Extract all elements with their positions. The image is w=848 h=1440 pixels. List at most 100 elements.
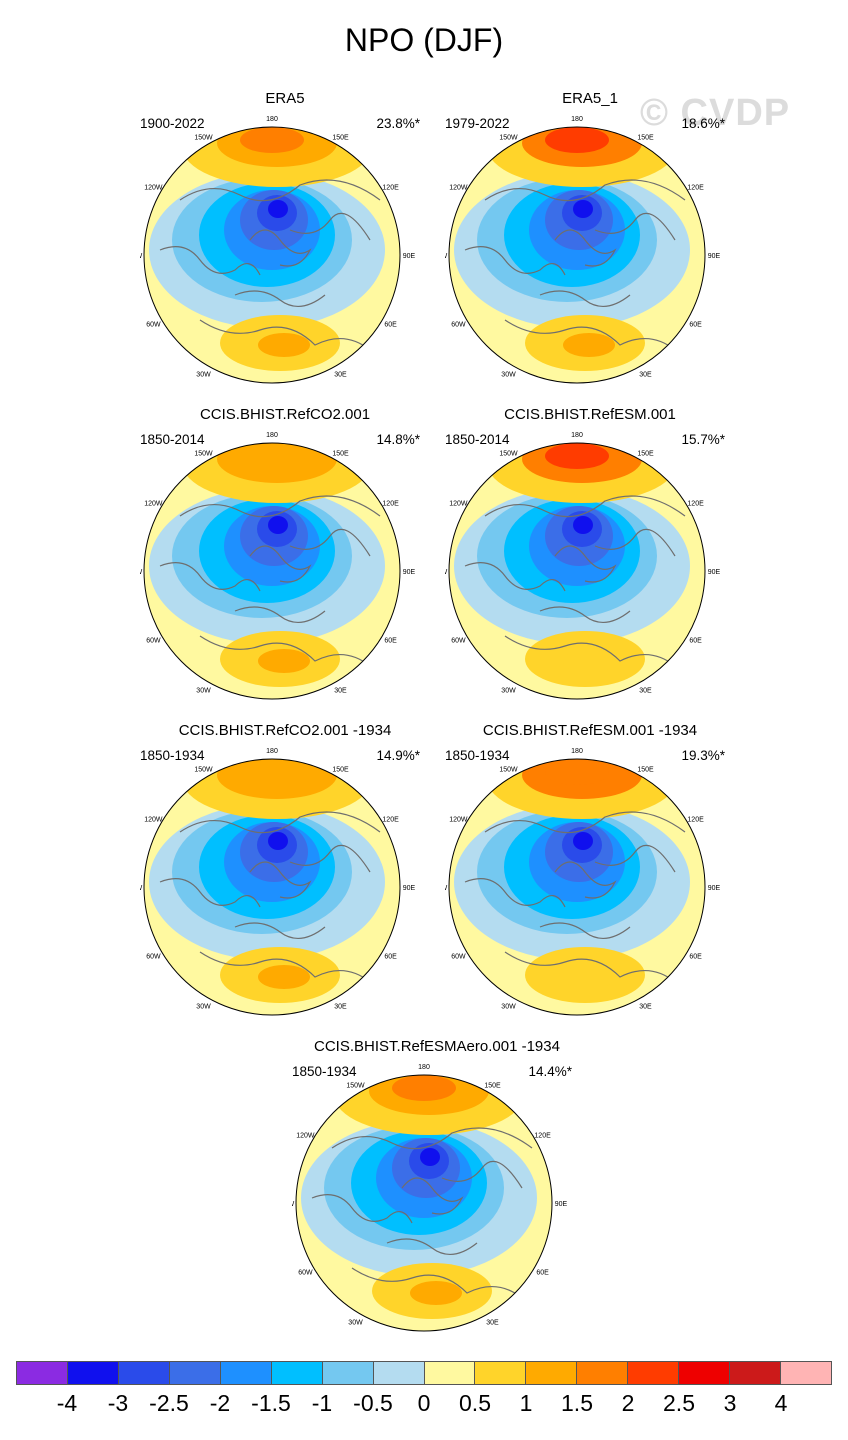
coastline: [249, 861, 312, 899]
longitude-label: 30E: [639, 372, 652, 379]
coastline: [539, 606, 631, 623]
map-panel: ERA5 1900-2022 23.8%* 180 150W 150E 120W 120E 90…: [140, 90, 430, 390]
longitude-label: 60E: [384, 954, 397, 961]
panel-title: CCIS.BHIST.RefCO2.001: [199, 406, 371, 423]
longitude-label: 120E: [687, 185, 704, 192]
longitude-label: 180: [571, 116, 583, 123]
negative-region: [573, 200, 593, 218]
coastline: [484, 495, 686, 518]
coastline: [234, 290, 326, 307]
longitude-label: 120W: [144, 185, 163, 192]
colorbar-box: [373, 1361, 425, 1385]
panel-percent-variance: 18.6%*: [681, 116, 725, 131]
longitude-label: 120W: [449, 501, 468, 508]
map-border: [143, 442, 401, 700]
positive-region: [258, 965, 310, 989]
colorbar-box: [118, 1361, 170, 1385]
longitude-label: 150E: [484, 1082, 501, 1089]
coastline: [289, 528, 371, 557]
longitude-label: 60W: [146, 638, 161, 645]
positive-region: [563, 649, 615, 673]
longitude-label: 30W: [501, 1004, 516, 1011]
longitude-label: 90E: [555, 1201, 568, 1208]
coastline: [539, 290, 631, 307]
longitude-label: 60E: [689, 638, 702, 645]
longitude-label: 90W: [445, 569, 448, 576]
colorbar-tick-label: 3: [723, 1390, 737, 1416]
longitude-label: 120E: [534, 1133, 551, 1140]
longitude-label: 120E: [687, 817, 704, 824]
coastline: [504, 319, 676, 351]
panel-years: 1850-1934: [445, 748, 510, 763]
map-border: [448, 758, 706, 1016]
coastline: [386, 1238, 478, 1255]
longitude-label: 90W: [445, 253, 448, 260]
longitude-label: 90E: [708, 253, 721, 260]
negative-region: [420, 1148, 440, 1166]
panel-years: 1850-1934: [292, 1064, 357, 1079]
coastline: [249, 545, 312, 583]
coastline: [179, 811, 381, 834]
panel-percent-variance: 14.9%*: [376, 748, 420, 763]
colorbar-tick-label: -4: [56, 1390, 78, 1416]
colorbar-box: [781, 1361, 832, 1385]
coastline: [554, 545, 617, 583]
colorbar-box: [475, 1361, 527, 1385]
coastline: [179, 495, 381, 518]
coastline: [594, 212, 676, 241]
polar-map: 180150W150E120W120E90W90E60W60E30W30E0: [445, 116, 721, 384]
negative-region: [573, 516, 593, 534]
longitude-label: 30E: [334, 688, 347, 695]
longitude-label: 150W: [194, 450, 213, 457]
panel-percent-variance: 23.8%*: [376, 116, 420, 131]
longitude-label: 150E: [332, 450, 349, 457]
shading-layer: [144, 443, 400, 699]
coastline: [539, 922, 631, 939]
polar-map: 180150W150E120W120E90W90E60W60E30W30E0: [445, 748, 721, 1016]
positive-region: [392, 1075, 456, 1101]
panel-title: CCIS.BHIST.RefCO2.001 -1934: [178, 722, 392, 739]
figure-title: NPO (DJF): [344, 22, 504, 58]
panel-title: CCIS.BHIST.RefESM.001: [504, 406, 676, 423]
longitude-label: 30E: [486, 1320, 499, 1327]
longitude-label: 150W: [194, 134, 213, 141]
longitude-label: 30W: [196, 1004, 211, 1011]
positive-region: [545, 443, 609, 469]
longitude-label: 180: [418, 1064, 430, 1071]
panel-title: ERA5_1: [562, 90, 618, 107]
longitude-label: 120E: [382, 817, 399, 824]
longitude-label: 30E: [639, 1004, 652, 1011]
map-panel: CCIS.BHIST.RefESM.001 -1934 1850-1934 19.3…: [445, 722, 735, 1022]
coastline: [504, 951, 676, 983]
colorbar-tick-label: -0.5: [353, 1390, 393, 1416]
shading-layer: [296, 1075, 552, 1331]
coastline: [401, 1177, 464, 1215]
positive-region: [563, 965, 615, 989]
positive-region: [563, 333, 615, 357]
map-panel: CCIS.BHIST.RefESMAero.001 -1934 1850-1934…: [292, 1038, 582, 1338]
shading-layer: [144, 759, 400, 1015]
colorbar-tick-label: -2.5: [149, 1390, 189, 1416]
coastline: [554, 229, 617, 267]
panel-percent-variance: 14.4%*: [528, 1064, 572, 1079]
positive-region: [410, 1281, 462, 1305]
coastlines: [464, 811, 686, 983]
colorbar-box: [67, 1361, 119, 1385]
negative-region: [268, 200, 288, 218]
shading-layer: [449, 127, 705, 383]
map-panel: ERA5_1 1979-2022 18.6%* 180 150W 150E 120W 120E…: [445, 90, 735, 390]
longitude-label: 90E: [708, 569, 721, 576]
longitude-label: 60W: [451, 638, 466, 645]
colorbar-box: [220, 1361, 272, 1385]
longitude-label: 90E: [403, 885, 416, 892]
longitude-label: 120W: [144, 817, 163, 824]
longitude-label: 30W: [501, 372, 516, 379]
colorbar-box: [730, 1361, 782, 1385]
longitude-label: 150W: [499, 134, 518, 141]
coastline: [289, 844, 371, 873]
longitude-label: 150W: [194, 766, 213, 773]
coastline: [464, 246, 566, 276]
panel-title: CCIS.BHIST.RefESMAero.001 -1934: [314, 1038, 560, 1055]
longitude-label: 150W: [346, 1082, 365, 1089]
longitude-label: 120E: [382, 185, 399, 192]
